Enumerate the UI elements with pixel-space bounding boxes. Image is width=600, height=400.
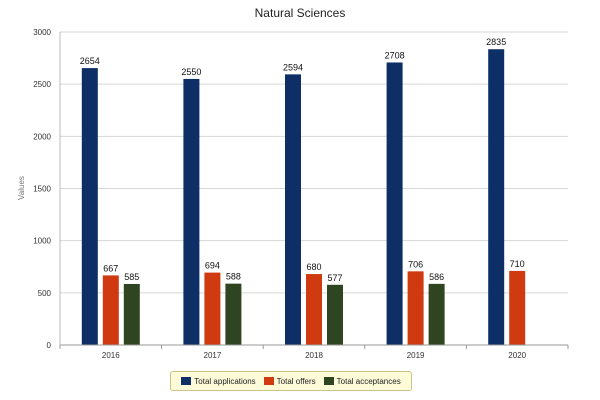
legend-item-offers[interactable]: Total offers: [263, 376, 316, 386]
bar-value-label: 2550: [181, 67, 201, 77]
legend-label-offers: Total offers: [276, 376, 316, 386]
y-tick-label: 3000: [33, 28, 51, 37]
bar[interactable]: [327, 284, 343, 345]
bar[interactable]: [204, 272, 221, 345]
x-tick-label: 2018: [305, 351, 323, 360]
bar-value-label: 2594: [283, 62, 303, 72]
legend-swatch-offers: [263, 377, 274, 385]
x-tick-label: 2017: [204, 351, 222, 360]
bar-value-label: 710: [510, 259, 525, 269]
bar-value-label: 585: [124, 272, 139, 282]
y-axis-label: Values: [17, 176, 26, 200]
legend-label-acceptances: Total acceptances: [336, 376, 401, 386]
bar-value-label: 586: [429, 272, 444, 282]
x-tick-label: 2016: [102, 351, 120, 360]
x-tick-label: 2020: [508, 351, 526, 360]
bar[interactable]: [81, 68, 98, 345]
y-tick-label: 1000: [33, 237, 51, 246]
bar[interactable]: [488, 49, 505, 346]
bar[interactable]: [183, 78, 200, 345]
bar[interactable]: [386, 62, 403, 345]
grid: [60, 31, 568, 346]
bar-value-label: 694: [205, 261, 220, 271]
bar-value-label: 577: [327, 273, 342, 283]
legend-swatch-applications: [181, 377, 192, 385]
bar-value-label: 706: [408, 259, 423, 269]
bar[interactable]: [285, 74, 301, 345]
bar-value-label: 2654: [80, 56, 100, 66]
legend-item-acceptances[interactable]: Total acceptances: [323, 376, 401, 386]
legend: Total applications Total offers Total ac…: [170, 371, 412, 391]
x-tick-label: 2019: [407, 351, 425, 360]
legend-label-applications: Total applications: [194, 376, 256, 386]
chart-title: Natural Sciences: [255, 6, 346, 20]
bar[interactable]: [428, 283, 445, 345]
bar-value-label: 680: [306, 262, 321, 272]
bar-value-label: 588: [226, 272, 241, 282]
bars: [81, 49, 526, 346]
y-tick-label: 500: [38, 289, 52, 298]
data-labels: 2654 2550 2594 2708 2835 667 694 680 706 710 585 58…: [80, 37, 525, 283]
legend-swatch-acceptances: [323, 377, 334, 385]
y-tick-label: 2000: [33, 132, 51, 141]
bar-value-label: 2835: [486, 37, 506, 47]
bar[interactable]: [123, 283, 140, 345]
bar[interactable]: [407, 271, 424, 345]
y-tick-label: 1500: [33, 185, 51, 194]
legend-item-applications[interactable]: Total applications: [181, 376, 256, 386]
axes: 0 500 1000 1500 2000 2500 3000 2016 2017 2018 2019…: [33, 28, 569, 360]
bar[interactable]: [225, 283, 242, 345]
y-tick-label: 0: [47, 341, 52, 350]
bar-value-label: 2708: [385, 50, 405, 60]
bar-value-label: 667: [103, 263, 118, 273]
bar[interactable]: [306, 274, 322, 345]
bar[interactable]: [509, 270, 526, 345]
bar[interactable]: [102, 275, 119, 345]
y-tick-label: 2500: [33, 80, 51, 89]
